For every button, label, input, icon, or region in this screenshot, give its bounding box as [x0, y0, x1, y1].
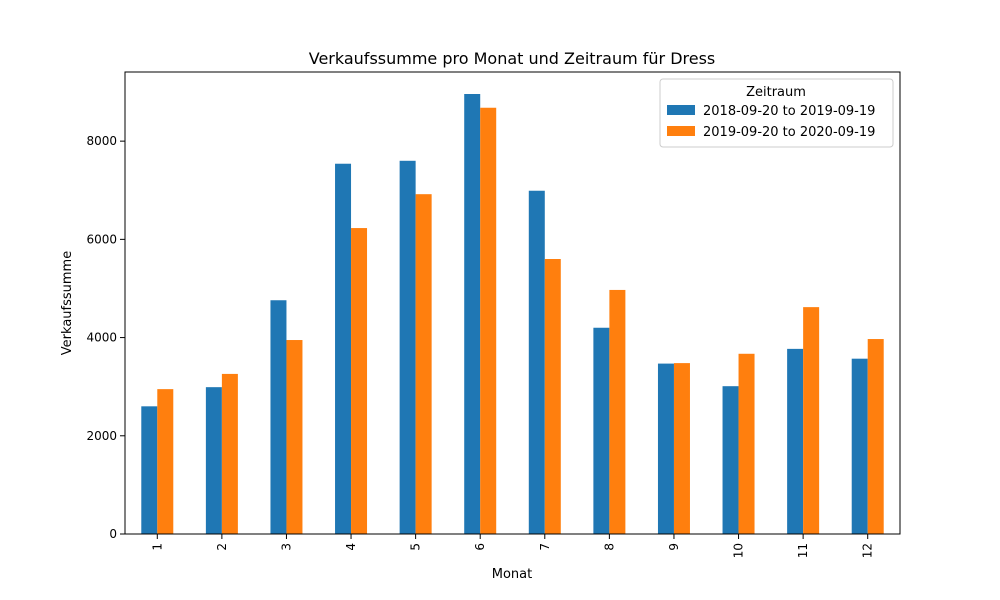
x-tick-label: 9: [667, 543, 681, 551]
bar-series-1-month-4: [335, 163, 352, 535]
bar-series-1-month-9: [657, 363, 674, 534]
legend: Zeitraum 2018-09-20 to 2019-09-19 2019-0…: [659, 78, 894, 148]
x-tick-label: 1: [150, 543, 164, 551]
bar-series-1-month-3: [270, 300, 287, 534]
x-tick-label: 4: [344, 543, 358, 551]
x-tick-label: 8: [602, 543, 616, 551]
y-axis-label: Verkaufssumme: [60, 251, 75, 355]
y-tick-label: 4000: [86, 331, 117, 345]
bar-series-1-month-6: [464, 94, 481, 534]
bar-series-1-month-10: [722, 386, 739, 534]
bar-series-1-month-5: [399, 160, 416, 535]
y-tick-label: 0: [109, 527, 117, 541]
bar-series-1-month-2: [205, 387, 222, 534]
plot-frame: [124, 71, 901, 535]
bar-series-1-month-12: [851, 358, 868, 534]
bar-series-2-month-1: [157, 389, 174, 534]
x-tick-label: 10: [732, 543, 746, 558]
x-tick-label: 11: [796, 543, 810, 558]
legend-box: [659, 78, 894, 148]
bar-series-1-month-11: [787, 348, 804, 534]
y-tick-label: 6000: [86, 232, 117, 246]
x-axis: 1 2 3 4 5 6 7 8 9 10 11 12: [150, 534, 875, 558]
x-tick-label: 2: [215, 543, 229, 551]
bar-series-2-month-10: [738, 353, 755, 534]
x-tick-label: 12: [861, 543, 875, 558]
chart-title: Verkaufssumme pro Monat und Zeitraum für…: [309, 49, 716, 68]
x-axis-label: Monat: [492, 567, 532, 582]
bar-series-2-month-12: [867, 339, 884, 534]
bar-series-2-month-6: [480, 107, 497, 534]
bar-series-2-month-11: [803, 307, 820, 535]
bar-series-1-month-8: [593, 327, 610, 534]
y-tick-label: 8000: [86, 134, 117, 148]
bar-series-2-month-5: [415, 194, 432, 534]
bar-series-2-month-3: [286, 340, 303, 534]
bar-series-1-month-7: [528, 190, 545, 535]
bars-group: [141, 94, 884, 535]
x-tick-label: 6: [473, 543, 487, 551]
bar-series-2-month-2: [221, 373, 238, 534]
x-tick-label: 5: [409, 543, 423, 551]
bar-series-2-month-9: [673, 363, 690, 534]
legend-label-series-1: 2018-09-20 to 2019-09-19: [703, 104, 875, 119]
y-axis: 0 2000 4000 6000 8000: [86, 134, 125, 541]
x-tick-label: 3: [279, 543, 293, 551]
legend-swatch-series-1: [667, 105, 695, 115]
bar-series-1-month-1: [141, 406, 158, 534]
x-tick-label: 7: [538, 543, 552, 551]
legend-swatch-series-2: [667, 126, 695, 136]
y-tick-label: 2000: [86, 429, 117, 443]
bar-series-2-month-4: [351, 228, 368, 534]
legend-label-series-2: 2019-09-20 to 2020-09-19: [703, 125, 875, 140]
bar-series-2-month-7: [544, 259, 561, 534]
legend-title: Zeitraum: [746, 85, 806, 100]
bar-series-2-month-8: [609, 289, 626, 534]
